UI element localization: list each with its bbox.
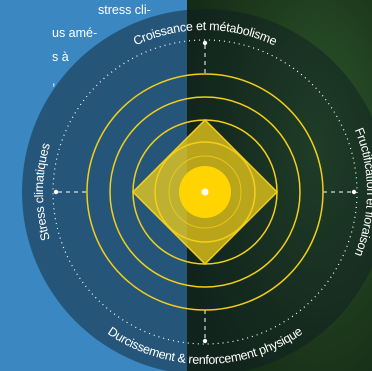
- label-text: Stress climatiques: [32, 142, 53, 243]
- intro-line: ,: [52, 74, 55, 88]
- axis-dots: [53, 40, 357, 344]
- intro-line: us amé-: [52, 26, 97, 40]
- label-left: Stress climatiques: [32, 142, 53, 243]
- intro-text: stress cli- us amé- s à ,: [52, 3, 151, 88]
- dotted-ring: [52, 39, 358, 345]
- intro-line: stress cli-: [98, 3, 151, 17]
- inner-rings: [154, 141, 256, 243]
- intro-line: s à: [52, 50, 69, 64]
- center-dot: [201, 188, 209, 196]
- axis-ticks: [58, 45, 352, 339]
